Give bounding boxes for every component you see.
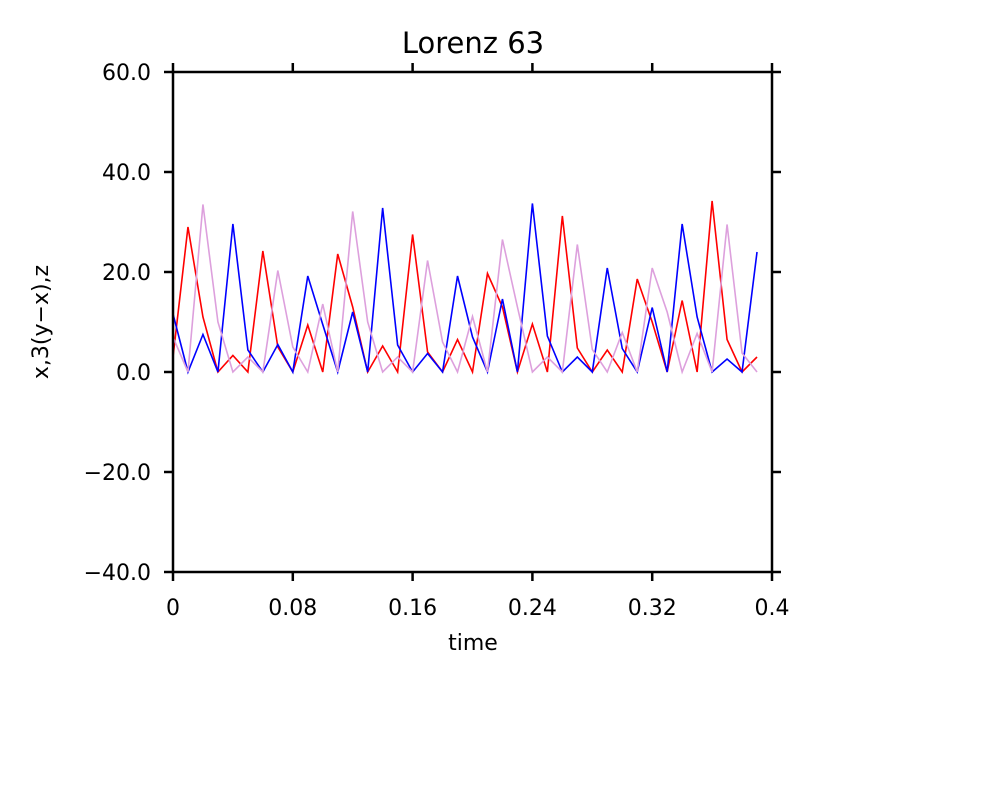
plot-frame <box>171 70 774 574</box>
y-tick-label: 0.0 <box>116 361 151 386</box>
series-layer <box>172 200 758 376</box>
x-tick-label: 0.16 <box>388 596 437 621</box>
y-tick-label: 20.0 <box>102 261 151 286</box>
y-axis-label: x,3(y−x),z <box>29 265 54 379</box>
x-tick-label: 0.24 <box>508 596 557 621</box>
y-tick-label: −40.0 <box>84 561 151 586</box>
x-tick-label: 0.08 <box>268 596 317 621</box>
y-axis: −40.0 −20.0 0.0 20.0 40.0 60.0 <box>84 61 781 586</box>
y-tick-label: 60.0 <box>102 61 151 86</box>
x-tick-label: 0 <box>166 596 180 621</box>
x-tick-label: 0.4 <box>755 596 790 621</box>
y-tick-label: 40.0 <box>102 161 151 186</box>
x-axis: 0 0.08 0.16 0.24 0.32 0.4 <box>166 63 790 621</box>
x-tick-label: 0.32 <box>628 596 677 621</box>
y-tick-label: −20.0 <box>84 461 151 486</box>
chart-title: Lorenz 63 <box>402 26 544 60</box>
series-line-2 <box>172 203 758 375</box>
x-axis-label: time <box>448 631 498 656</box>
series-line-3 <box>172 204 758 375</box>
series-line-1 <box>172 200 758 376</box>
